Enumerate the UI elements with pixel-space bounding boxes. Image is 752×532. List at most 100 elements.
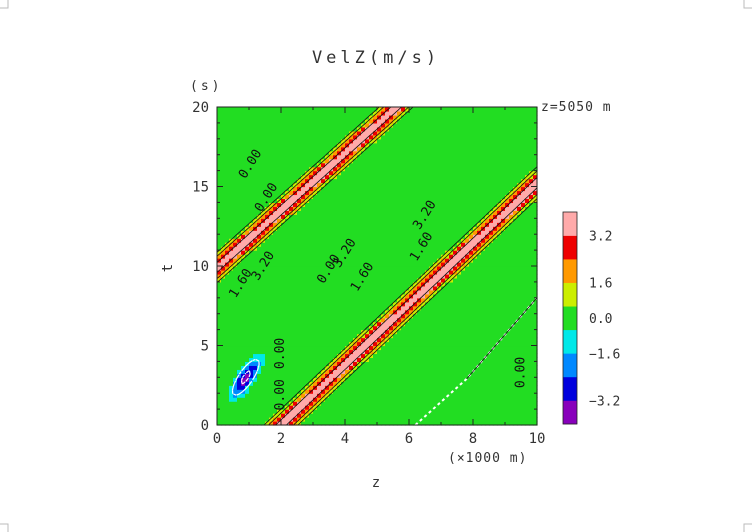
contour-cell bbox=[225, 285, 230, 291]
contour-cell bbox=[361, 218, 366, 223]
contour-cell bbox=[413, 277, 418, 283]
contour-cell bbox=[237, 122, 242, 128]
contour-cell bbox=[413, 214, 418, 219]
contour-cell bbox=[293, 110, 298, 116]
contour-cell bbox=[233, 190, 238, 196]
contour-cell bbox=[301, 214, 306, 219]
contour-cell bbox=[429, 107, 434, 112]
contour-cell bbox=[465, 341, 470, 347]
contour-cell bbox=[277, 154, 282, 160]
contour-cell bbox=[449, 238, 454, 243]
contour-cell bbox=[461, 210, 466, 215]
contour-cell bbox=[309, 194, 314, 200]
contour-cell bbox=[353, 329, 358, 335]
contour-cell bbox=[305, 234, 310, 239]
contour-cell bbox=[433, 262, 438, 267]
contour-cell bbox=[253, 401, 258, 406]
contour-cell bbox=[405, 114, 410, 120]
contour-cell bbox=[249, 142, 254, 148]
contour-cell bbox=[405, 138, 410, 144]
contour-cell bbox=[421, 182, 426, 188]
contour-cell bbox=[321, 281, 326, 287]
contour-cell bbox=[405, 301, 410, 307]
contour-cell bbox=[457, 186, 462, 192]
contour-cell bbox=[233, 170, 238, 176]
contour-cell bbox=[273, 230, 278, 235]
contour-cell bbox=[413, 134, 418, 140]
contour-cell bbox=[421, 325, 426, 331]
contour-cell bbox=[233, 377, 238, 382]
contour-cell bbox=[317, 170, 322, 176]
contour-cell bbox=[441, 206, 446, 211]
contour-cell bbox=[441, 194, 446, 200]
contour-cell bbox=[277, 146, 282, 152]
contour-cell bbox=[293, 297, 298, 303]
contour-cell bbox=[317, 305, 322, 311]
contour-cell bbox=[425, 222, 430, 227]
contour-cell bbox=[217, 210, 222, 215]
contour-cell bbox=[305, 130, 310, 136]
contour-cell bbox=[445, 285, 450, 291]
contour-cell bbox=[261, 389, 266, 394]
contour-cell bbox=[389, 361, 394, 366]
contour-cell bbox=[321, 254, 326, 259]
contour-cell bbox=[245, 202, 250, 207]
contour-cell bbox=[401, 413, 406, 418]
contour-cell bbox=[249, 393, 254, 398]
contour-cell bbox=[257, 206, 262, 211]
contour-cell bbox=[237, 246, 242, 251]
contour-cell bbox=[225, 250, 230, 255]
contour-cell bbox=[445, 222, 450, 227]
contour-cell bbox=[281, 357, 286, 363]
contour-cell bbox=[253, 198, 258, 203]
contour-cell bbox=[377, 373, 382, 378]
contour-cell bbox=[405, 202, 410, 207]
contour-cell bbox=[393, 138, 398, 144]
contour-cell bbox=[317, 373, 322, 378]
contour-cell bbox=[461, 277, 466, 283]
contour-cell bbox=[349, 118, 354, 124]
contour-cell bbox=[417, 122, 422, 128]
contour-cell bbox=[261, 258, 266, 263]
contour-cell bbox=[409, 158, 414, 164]
contour-cell bbox=[405, 107, 410, 112]
contour-cell bbox=[293, 230, 298, 235]
contour-cell bbox=[365, 413, 370, 418]
contour-cell bbox=[337, 138, 342, 144]
contour-cell bbox=[293, 337, 298, 343]
contour-cell bbox=[389, 122, 394, 128]
contour-cell bbox=[385, 146, 390, 152]
contour-cell bbox=[245, 393, 250, 398]
contour-cell bbox=[265, 289, 270, 295]
contour-cell bbox=[321, 266, 326, 271]
contour-cell bbox=[361, 353, 366, 359]
contour-cell bbox=[237, 218, 242, 223]
contour-cell bbox=[445, 202, 450, 207]
contour-cell bbox=[441, 242, 446, 247]
contour-cell bbox=[341, 381, 346, 386]
contour-cell bbox=[265, 321, 270, 327]
contour-cell bbox=[445, 266, 450, 271]
contour-cell bbox=[301, 178, 306, 184]
contour-cell bbox=[225, 357, 230, 363]
contour-cell bbox=[309, 186, 314, 192]
contour-cell bbox=[425, 269, 430, 275]
contour-cell bbox=[445, 110, 450, 116]
contour-cell bbox=[445, 158, 450, 164]
contour-cell bbox=[445, 122, 450, 128]
contour-cell bbox=[285, 150, 290, 156]
contour-cell bbox=[325, 277, 330, 283]
contour-cell bbox=[397, 226, 402, 231]
contour-cell bbox=[233, 130, 238, 136]
contour-cell bbox=[305, 158, 310, 164]
contour-cell bbox=[337, 381, 342, 386]
contour-cell bbox=[289, 182, 294, 188]
contour-cell bbox=[377, 397, 382, 402]
contour-cell bbox=[257, 190, 262, 196]
contour-cell bbox=[461, 333, 466, 339]
contour-cell bbox=[361, 162, 366, 168]
contour-cell bbox=[301, 269, 306, 275]
contour-cell bbox=[377, 421, 382, 426]
contour-cell bbox=[305, 154, 310, 160]
contour-cell bbox=[449, 166, 454, 172]
